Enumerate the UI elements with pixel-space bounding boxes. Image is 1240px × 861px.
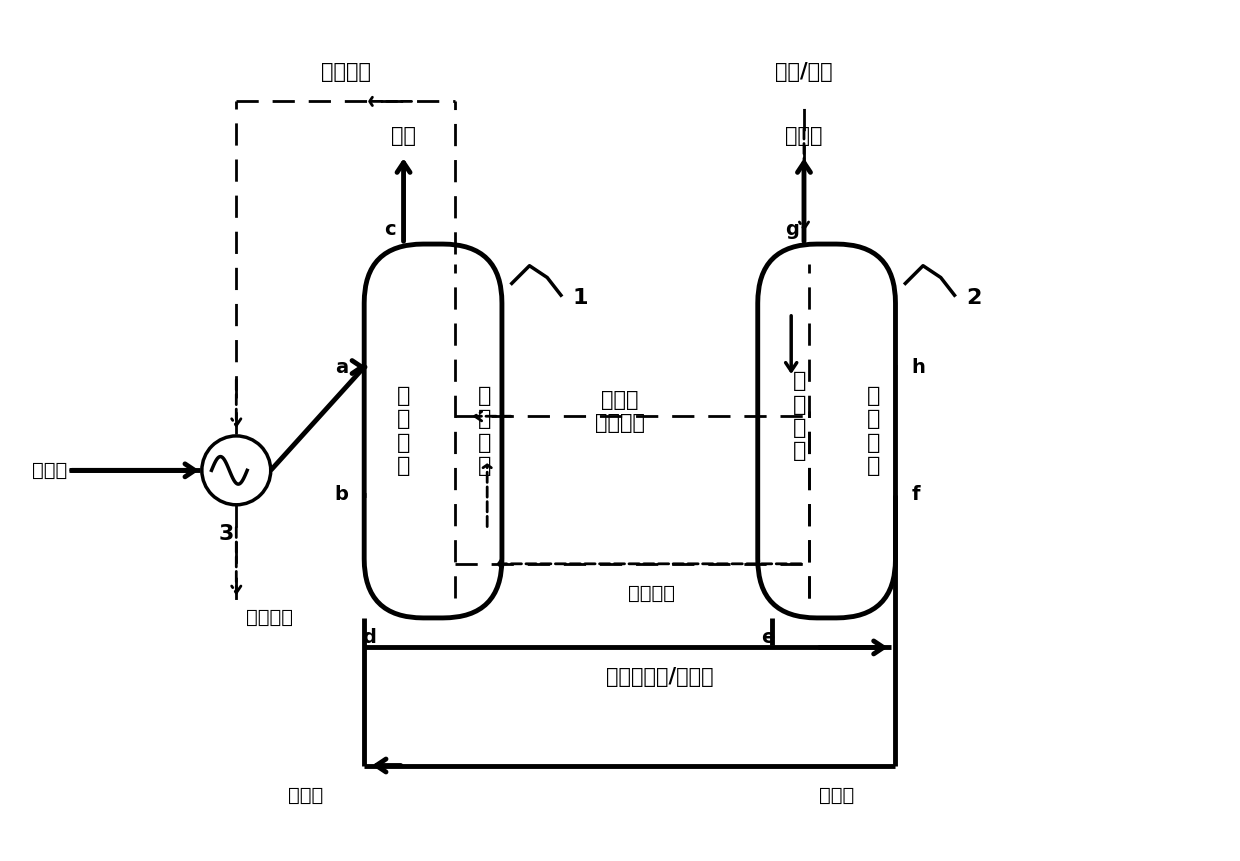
Text: 氯化铵: 氯化铵 — [32, 461, 67, 480]
Text: 氯化氢: 氯化氢 — [785, 126, 822, 146]
Text: 氨气: 氨气 — [391, 126, 417, 146]
Text: 低温烟气: 低温烟气 — [246, 609, 293, 628]
Text: e: e — [761, 629, 774, 647]
Text: h: h — [911, 357, 925, 376]
Text: 燃气/空气: 燃气/空气 — [775, 62, 833, 82]
Text: 补充的
高温烟气: 补充的 高温烟气 — [595, 390, 645, 433]
Text: 1: 1 — [573, 288, 588, 308]
Text: 显
热
供
热: 显 热 供 热 — [477, 387, 491, 476]
Text: 高温烟气: 高温烟气 — [627, 584, 675, 603]
Text: d: d — [362, 629, 376, 647]
Text: 燃
烧
供
热: 燃 烧 供 热 — [792, 371, 806, 461]
FancyBboxPatch shape — [758, 244, 895, 618]
Text: 3: 3 — [218, 524, 234, 544]
Text: 水蒸气: 水蒸气 — [818, 785, 854, 804]
Text: 中温烟气: 中温烟气 — [320, 62, 371, 82]
Text: f: f — [911, 486, 920, 505]
Text: 释
氨
反
应: 释 氨 反 应 — [397, 387, 410, 476]
Text: 羟基氯化镁/氧化镁: 羟基氯化镁/氧化镁 — [605, 667, 713, 687]
Text: 释
氯
反
应: 释 氯 反 应 — [867, 387, 880, 476]
FancyBboxPatch shape — [365, 244, 502, 618]
Text: a: a — [335, 357, 348, 376]
Text: 2: 2 — [966, 288, 982, 308]
Text: b: b — [335, 486, 348, 505]
Text: c: c — [384, 220, 396, 238]
Text: g: g — [785, 220, 799, 238]
Text: 氧化镁: 氧化镁 — [288, 785, 322, 804]
